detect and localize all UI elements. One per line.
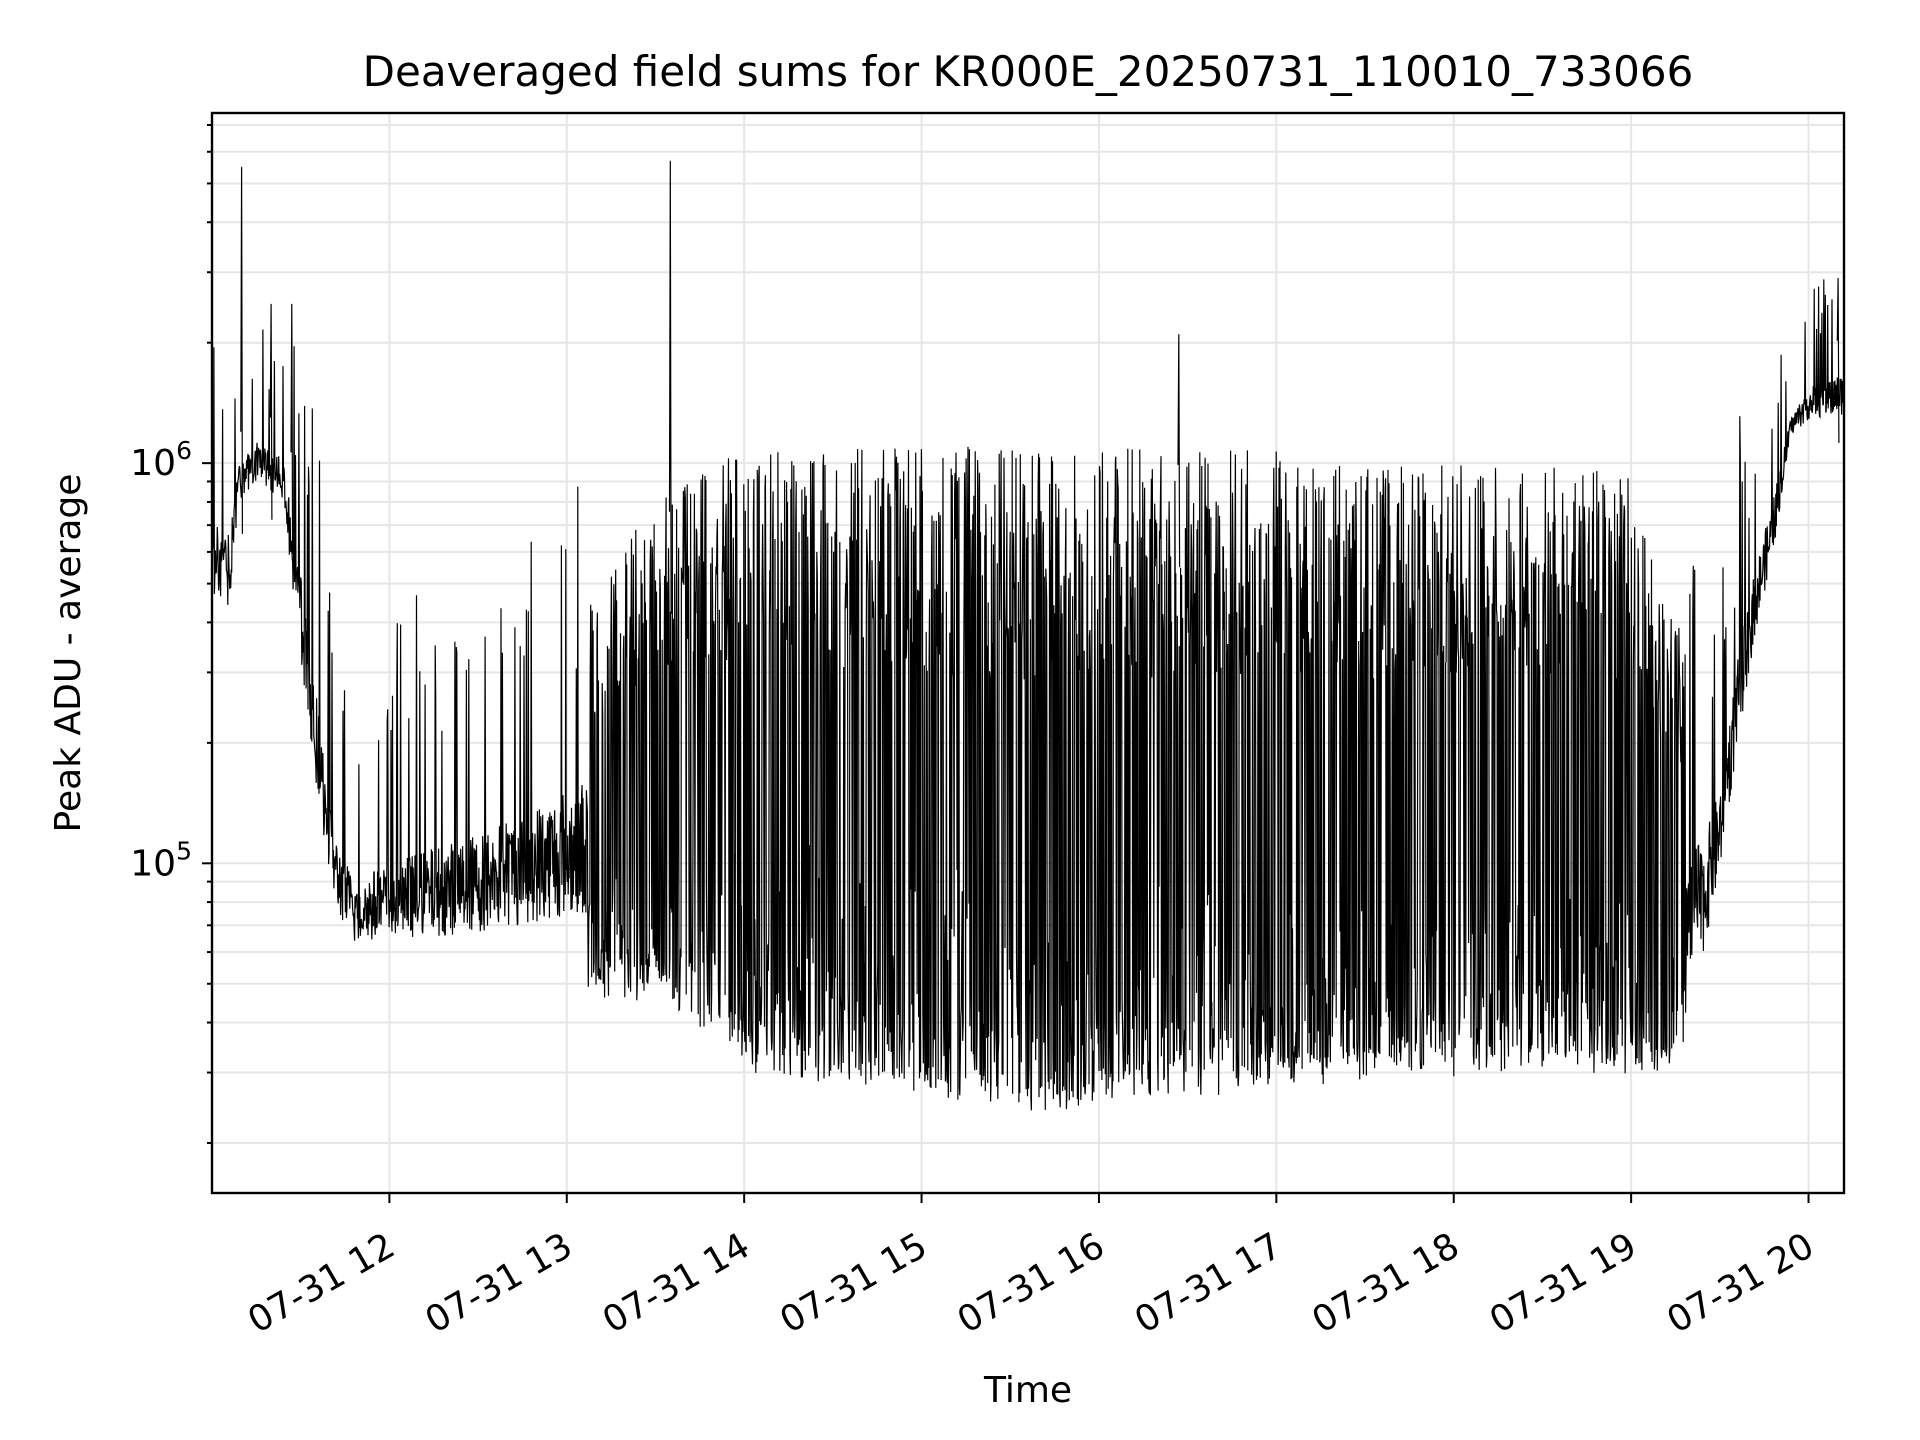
y-tick-label: 105 xyxy=(130,836,192,884)
spike-mark xyxy=(668,160,672,614)
series-line xyxy=(211,160,1845,1111)
spike-mark xyxy=(269,303,273,520)
x-axis-label: Time xyxy=(983,1370,1072,1411)
series-path xyxy=(211,279,1845,1111)
plot-frame xyxy=(210,111,1846,1195)
spike-mark xyxy=(290,303,294,555)
spike-mark xyxy=(1836,278,1840,443)
y-axis: 105 106 xyxy=(130,123,212,1145)
spike-mark xyxy=(240,166,243,534)
spike-mark xyxy=(1177,334,1181,568)
chart-title: Deaveraged field sums for KR000E_2025073… xyxy=(363,47,1694,96)
y-axis-label: Peak ADU - average xyxy=(48,474,89,833)
y-tick-label: 106 xyxy=(130,436,192,484)
